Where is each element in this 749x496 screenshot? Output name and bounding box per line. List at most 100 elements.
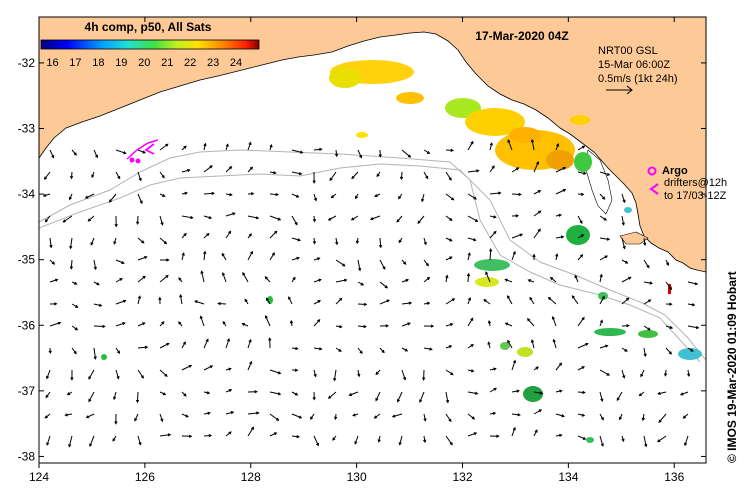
current-vector-head [417,220,421,225]
current-vector [533,228,541,239]
current-vector-head [200,270,204,274]
current-vector [423,347,432,350]
current-vector-head [222,320,226,325]
current-vector [467,193,477,200]
colorbar-tick-label: 24 [230,57,242,69]
current-vector [599,435,604,447]
sst-colorbar [40,39,260,50]
current-vector-head [403,261,407,265]
current-vector-head [221,272,226,276]
current-vector-head [561,414,565,418]
current-vector-head [45,394,49,399]
current-vector [357,149,362,158]
current-vector [577,317,585,327]
current-vector [577,366,585,371]
current-vector-head [558,213,563,217]
current-vector [599,255,608,261]
current-vector [419,391,425,403]
current-vector [511,193,521,196]
current-vector [665,347,672,355]
current-vector [313,279,321,283]
current-vector-head [114,421,118,425]
current-vector [225,411,234,415]
current-vector-head [351,175,355,180]
x-axis: 124 126 128 130 132 134 136 [29,17,685,484]
current-vector [201,271,205,283]
current-vector-head [449,238,453,242]
current-vector [577,234,584,239]
current-vector [354,435,359,444]
current-vector [264,276,271,283]
current-vector-head [386,299,390,303]
current-vector-head [682,415,686,419]
current-vector-head [419,399,423,403]
current-vector-head [512,426,516,431]
current-vector [269,413,279,421]
colorbar-tick-label: 21 [161,57,173,69]
current-vector-head [294,392,299,396]
current-vector-head [206,232,210,237]
current-vector-head [297,238,301,242]
current-vector-head [526,318,531,322]
current-vector-head [451,197,455,201]
current-vector-head [207,411,211,415]
current-vector [445,323,453,327]
current-vector [550,277,557,283]
current-vector-head [516,389,520,393]
current-vector-head [359,155,363,159]
current-vector-head [470,369,475,373]
current-vector-head [648,299,652,303]
current-vector-head [165,143,169,147]
current-vector [392,413,403,418]
current-vector-head [363,324,367,329]
current-vector [115,259,125,264]
current-vector-head [605,344,609,348]
current-vector-head [271,252,275,256]
current-vector-head [624,348,628,352]
current-vector-head [211,191,215,196]
current-vector-head [288,296,292,300]
current-vector-head [256,411,260,415]
current-vector [247,361,252,371]
current-vector-head [449,442,453,446]
current-vector-head [74,281,78,285]
current-vector [49,322,61,327]
current-vector-head [396,399,400,403]
current-vector-head [450,148,455,152]
current-vector [423,237,427,245]
current-vector-head [399,176,404,181]
current-vector-head [317,257,321,261]
current-vector-head [374,194,378,198]
current-vector [555,236,564,239]
current-vector [181,215,193,219]
current-vector [642,413,645,421]
y-tick-label: -34 [18,187,36,201]
current-vector-head [647,327,651,331]
current-vector-head [622,199,626,204]
current-vector [665,281,672,290]
y-axis: -32 -33 -34 -35 -36 -37 -38 [18,56,706,463]
current-vector [467,252,471,261]
current-vector [574,275,579,283]
current-vector [577,215,583,224]
current-vector [351,171,359,179]
current-vector-head [229,193,233,197]
current-vector [467,215,478,222]
current-vector [401,322,411,327]
current-vector-head [476,169,480,173]
x-tick-label: 128 [241,470,261,484]
current-vector [684,435,689,446]
current-vector-head [686,373,691,378]
current-vector-head [167,433,172,437]
current-vector-head [187,168,191,173]
current-vector [159,237,167,244]
current-vector [247,339,252,349]
x-tick-label: 126 [135,470,155,484]
current-vector [572,295,579,305]
current-vector [159,413,163,422]
current-vector-head [183,393,187,397]
current-vector-head [209,365,214,369]
current-vector-head [96,282,100,286]
current-vector-head [527,279,532,283]
current-vector-head [327,395,332,399]
